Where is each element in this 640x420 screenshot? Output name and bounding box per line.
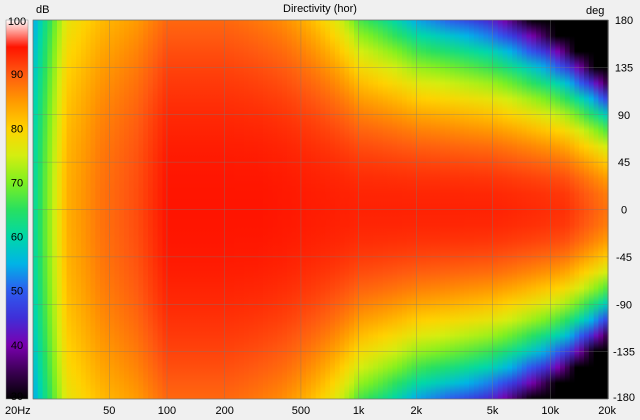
y-axis-ticks: 180 135 90 45 0 -45 -90 -135 -180 (613, 15, 635, 404)
grid (32, 19, 609, 400)
colorbar-tick-label: 50 (11, 286, 23, 298)
x-tick-label: 2k (411, 405, 423, 417)
y-tick-label: 135 (615, 62, 633, 74)
y-tick-label: -135 (613, 347, 635, 359)
y-tick-label: 180 (615, 15, 633, 27)
y-tick-label: 45 (618, 157, 630, 169)
colorbar-tick-label: 30 (11, 391, 23, 403)
x-tick-label: 5k (487, 405, 499, 417)
colorbar-tick-label: 80 (11, 123, 23, 135)
colorbar-tick-label: 100 (8, 16, 26, 28)
x-tick-label: 10k (541, 405, 559, 417)
x-tick-label: 500 (292, 405, 310, 417)
x-axis-ticks: 20Hz 50 100 200 500 1k 2k 5k 10k 20k (5, 405, 616, 417)
colorbar-tick-label: 60 (11, 232, 23, 244)
x-tick-label: 20Hz (5, 405, 31, 417)
y-tick-label: 90 (618, 110, 630, 122)
colorbar-tick-label: 90 (11, 69, 23, 81)
chart-title: Directivity (hor) (283, 3, 357, 15)
x-tick-label: 20k (598, 405, 616, 417)
x-tick-label: 200 (215, 405, 233, 417)
colorbar-tick-label: 40 (11, 340, 23, 352)
y-tick-label: -45 (616, 252, 632, 264)
colorbar-gradient (5, 19, 29, 400)
y-axis-unit-label: deg (586, 5, 604, 17)
y-tick-label: -180 (613, 392, 635, 404)
colorbar-tick-label: 70 (11, 177, 23, 189)
colorbar-unit-label: dB (36, 4, 49, 16)
colorbar-ticks: 100 90 80 70 60 50 40 30 (8, 16, 26, 403)
x-tick-label: 50 (103, 405, 115, 417)
x-tick-label: 1k (353, 405, 365, 417)
x-tick-label: 100 (158, 405, 176, 417)
y-tick-label: 0 (621, 205, 627, 217)
colorbar (5, 19, 29, 400)
y-tick-label: -90 (616, 299, 632, 311)
